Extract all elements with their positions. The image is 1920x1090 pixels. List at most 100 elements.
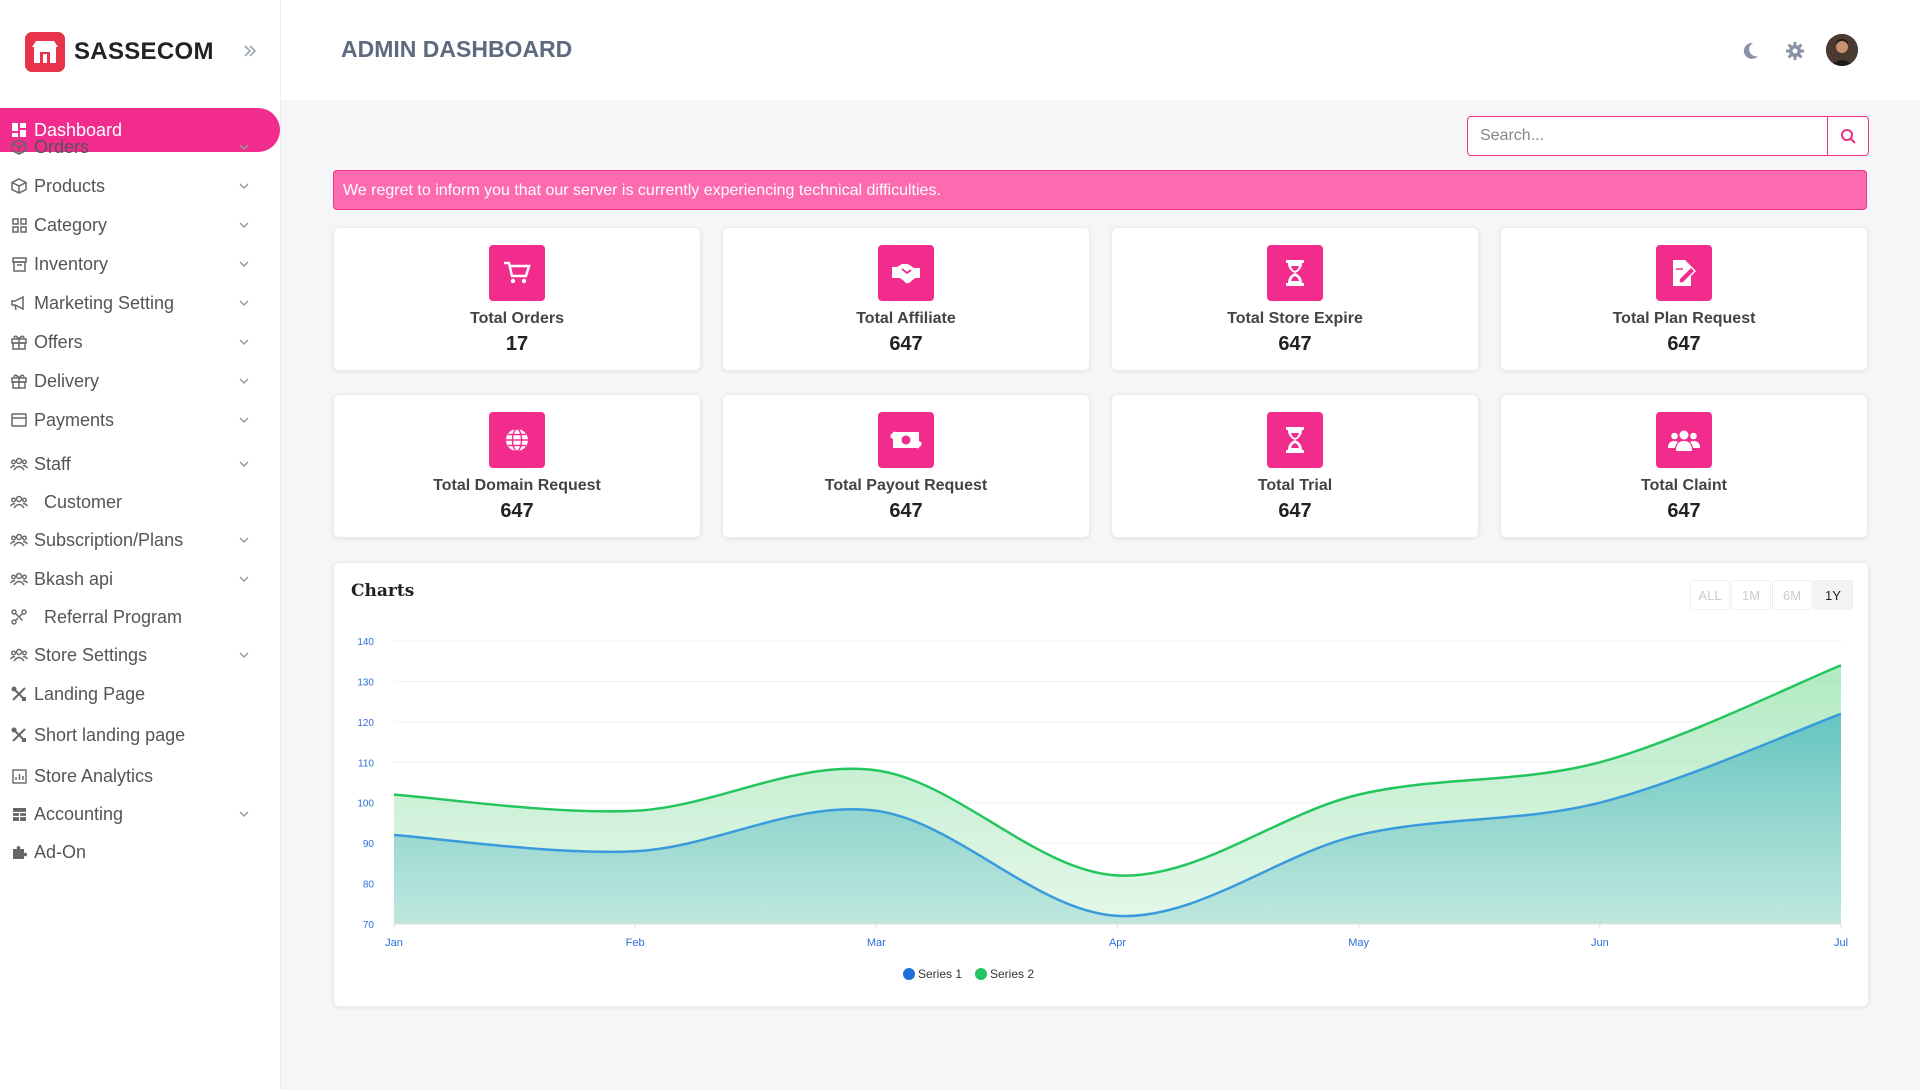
chevron-down-icon[interactable] [238, 140, 250, 158]
sidebar-item-store-settings[interactable]: Store Settings [0, 633, 280, 677]
table-icon [10, 805, 28, 823]
chart-icon [10, 767, 28, 785]
range-button-6m[interactable]: 6M [1772, 580, 1812, 610]
sidebar-item-payments[interactable]: Payments [0, 398, 280, 442]
box-icon [10, 138, 28, 156]
search-input[interactable] [1468, 117, 1827, 155]
sidebar-item-delivery[interactable]: Delivery [0, 359, 280, 403]
chevron-down-icon[interactable] [238, 335, 250, 353]
sidebar-item-referral-program[interactable]: Referral Program [0, 595, 280, 639]
chevron-down-icon[interactable] [238, 807, 250, 825]
y-tick-label: 140 [357, 637, 374, 648]
series-2-line [393, 664, 1842, 877]
sidebar-item-orders[interactable]: Orders [0, 125, 280, 169]
sidebar-item-label: Delivery [34, 370, 100, 391]
sidebar-item-category[interactable]: Category [0, 203, 280, 247]
sidebar-item-label: Ad-On [34, 841, 87, 862]
stat-card-total-payout-request[interactable]: Total Payout Request 647 [722, 394, 1090, 538]
megaphone-icon [10, 294, 28, 312]
tools-icon [10, 685, 28, 703]
collapse-sidebar-icon[interactable] [242, 40, 258, 62]
x-tick-label: Jun [1591, 937, 1609, 949]
stat-value: 647 [1278, 500, 1312, 522]
sidebar-item-products[interactable]: Products [0, 164, 280, 208]
brand[interactable]: SASSECOM [25, 32, 214, 72]
sidebar-item-short-landing-page[interactable]: Short landing page [0, 713, 280, 757]
chevron-down-icon[interactable] [238, 296, 250, 314]
chevron-down-icon[interactable] [238, 218, 250, 236]
legend-label[interactable]: Series 2 [990, 967, 1034, 981]
sidebar-item-label: Orders [34, 136, 90, 157]
x-tick-label: Apr [1109, 937, 1126, 949]
legend-marker[interactable] [903, 968, 915, 980]
sidebar-item-label: Payments [34, 409, 115, 430]
brand-name: SASSECOM [74, 38, 214, 65]
moon-icon[interactable] [1738, 39, 1762, 63]
card-icon [10, 411, 28, 429]
gift-icon [10, 333, 28, 351]
sidebar-item-label: Dashboard [34, 119, 123, 140]
sidebar-item-label: Landing Page [34, 683, 146, 704]
chevron-down-icon[interactable] [238, 257, 250, 275]
chevron-down-icon[interactable] [238, 572, 250, 590]
sidebar-item-offers[interactable]: Offers [0, 320, 280, 364]
x-tick-label: May [1348, 937, 1369, 949]
stat-label: Total Claint [1641, 477, 1727, 494]
x-tick-label: Feb [626, 937, 645, 949]
users-icon [10, 646, 28, 664]
y-tick-label: 130 [357, 677, 374, 688]
range-button-1m[interactable]: 1M [1731, 580, 1771, 610]
range-button-1y[interactable]: 1Y [1813, 580, 1853, 610]
stat-card-total-orders[interactable]: Total Orders 17 [333, 227, 701, 371]
series-1-line [393, 712, 1842, 918]
sidebar: SASSECOM Dashboard Orders Products Category… [0, 0, 281, 1090]
gear-icon[interactable] [1783, 39, 1807, 63]
stat-label: Total Payout Request [824, 477, 988, 494]
sidebar-item-ad-on[interactable]: Ad-On [0, 830, 280, 874]
search-button[interactable] [1827, 117, 1868, 155]
sidebar-item-landing-page[interactable]: Landing Page [0, 672, 280, 716]
sidebar-item-store-analytics[interactable]: Store Analytics [0, 754, 280, 798]
legend-marker[interactable] [975, 968, 987, 980]
stat-card-total-domain-request[interactable]: Total Domain Request 647 [333, 394, 701, 538]
box-icon [10, 177, 28, 195]
stat-card-total-trial[interactable]: Total Trial 647 [1111, 394, 1479, 538]
handshake-icon [878, 245, 934, 301]
chevron-down-icon[interactable] [238, 648, 250, 666]
search-bar [1467, 116, 1869, 156]
sidebar-item-dashboard[interactable]: Dashboard [0, 108, 280, 152]
sidebar-item-accounting[interactable]: Accounting [0, 792, 280, 836]
stat-value: 647 [1667, 500, 1701, 522]
dashboard-icon [10, 121, 28, 139]
range-button-all[interactable]: ALL [1690, 580, 1730, 610]
sidebar-item-label: Inventory [34, 253, 109, 274]
y-tick-label: 110 [358, 758, 374, 769]
sidebar-item-marketing-setting[interactable]: Marketing Setting [0, 281, 280, 325]
legend-label[interactable]: Series 1 [918, 967, 962, 981]
avatar[interactable] [1826, 34, 1858, 66]
y-tick-label: 90 [363, 839, 375, 850]
chevron-down-icon[interactable] [238, 374, 250, 392]
chevron-down-icon[interactable] [238, 179, 250, 197]
grid-icon [10, 216, 28, 234]
chevron-down-icon[interactable] [238, 457, 250, 475]
sidebar-item-label: Category [34, 214, 108, 235]
stat-card-total-plan-request[interactable]: Total Plan Request 647 [1500, 227, 1868, 371]
sidebar-item-inventory[interactable]: Inventory [0, 242, 280, 286]
sidebar-item-bkash-api[interactable]: Bkash api [0, 557, 280, 601]
stat-label: Total Domain Request [433, 477, 601, 494]
sidebar-item-staff[interactable]: Staff [0, 442, 280, 486]
stat-card-total-store-expire[interactable]: Total Store Expire 647 [1111, 227, 1479, 371]
chevron-down-icon[interactable] [238, 533, 250, 551]
stat-card-total-claint[interactable]: Total Claint 647 [1500, 394, 1868, 538]
gift-icon [10, 372, 28, 390]
sidebar-item-customer[interactable]: Customer [0, 480, 280, 524]
stat-card-total-affiliate[interactable]: Total Affiliate 647 [722, 227, 1090, 371]
sidebar-item-label: Subscription/Plans [34, 529, 184, 550]
series-1-area [394, 713, 1841, 924]
globe-icon [489, 412, 545, 468]
chevron-down-icon[interactable] [238, 413, 250, 431]
sidebar-item-subscription-plans[interactable]: Subscription/Plans [0, 518, 280, 562]
sidebar-item-label: Bkash api [34, 568, 114, 589]
sidebar-item-label: Offers [34, 331, 83, 352]
